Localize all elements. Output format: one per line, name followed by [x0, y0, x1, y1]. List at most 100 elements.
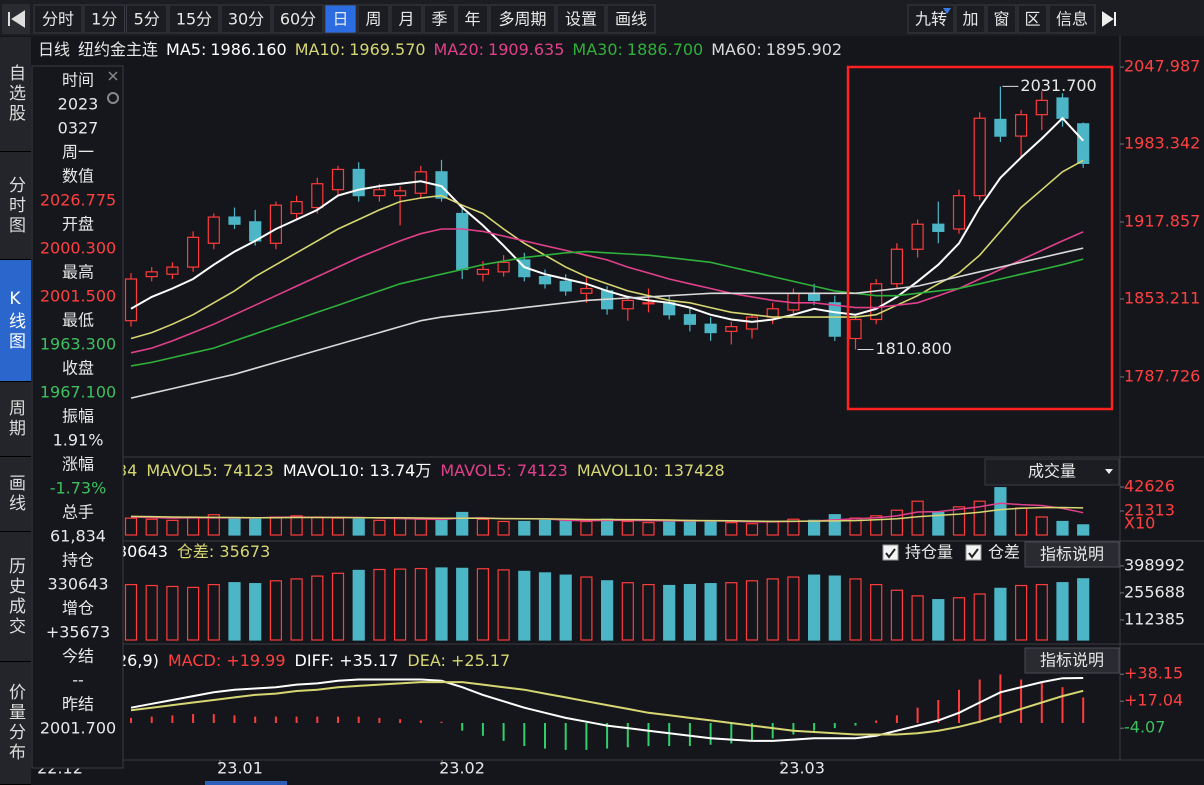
- checkbox[interactable]: 持仓量: [882, 543, 953, 562]
- close-icon: [108, 71, 118, 81]
- checkbox[interactable]: 仓差: [965, 543, 1020, 562]
- info-value: 330643: [47, 575, 108, 594]
- toolbar-button[interactable]: 分时: [33, 4, 83, 34]
- toolbar-button[interactable]: 区: [1017, 4, 1048, 34]
- y-tick-label: 1983.342: [1124, 134, 1200, 153]
- header-segment: 26,9): [117, 651, 159, 670]
- button-label: 60分: [280, 10, 316, 29]
- bar: [435, 519, 448, 536]
- bar: [580, 576, 593, 641]
- info-label: 涨幅: [62, 455, 94, 474]
- button-label: 加: [962, 10, 978, 29]
- bar: [580, 520, 593, 536]
- sidebar-tab[interactable]: 价量分布: [0, 662, 31, 785]
- sidebar-tab[interactable]: K线图: [0, 260, 31, 382]
- header-segment: MA5:: [166, 40, 206, 59]
- button-label: 多周期: [498, 10, 546, 29]
- bar: [1056, 520, 1069, 536]
- bar: [497, 569, 510, 641]
- candle-body: [1014, 114, 1028, 137]
- bar: [394, 568, 407, 641]
- toolbar-button[interactable]: 信息: [1048, 4, 1096, 34]
- bar: [725, 582, 738, 641]
- bar: [1035, 516, 1048, 536]
- candle-body: [621, 299, 634, 310]
- indicator-line: [130, 228, 1084, 354]
- candle-body: [166, 266, 179, 275]
- candle-body: [973, 117, 986, 197]
- exit-button[interactable]: [1102, 11, 1116, 27]
- info-value: 1967.100: [40, 383, 116, 402]
- bar: [331, 517, 345, 536]
- sidebar-tab[interactable]: 画线: [0, 457, 31, 532]
- indicator-line: [130, 247, 1084, 399]
- toolbar-button[interactable]: 设置: [556, 4, 606, 34]
- bar: [414, 518, 427, 536]
- candle-body: [538, 276, 552, 285]
- button-label: 信息: [1056, 10, 1088, 29]
- toolbar-button[interactable]: 窗: [986, 4, 1017, 34]
- toolbar-button[interactable]: 九转: [907, 4, 955, 34]
- candle-body: [124, 278, 138, 322]
- bar: [1035, 583, 1048, 641]
- header-segment: MA10:: [295, 40, 346, 59]
- info-label: 数值: [62, 167, 94, 186]
- indicator-help-button[interactable]: 指标说明: [1024, 541, 1120, 568]
- indicator-help-button[interactable]: 指标说明: [1024, 647, 1120, 674]
- toolbar-button[interactable]: 30分: [220, 4, 272, 34]
- button-label: 30分: [228, 10, 264, 29]
- toolbar-button[interactable]: 画线: [606, 4, 656, 34]
- back-button[interactable]: [2, 4, 30, 34]
- candle-body: [373, 189, 386, 197]
- annotation: 2031.700: [1020, 76, 1096, 95]
- button-bg: [357, 4, 390, 34]
- bar: [497, 520, 510, 536]
- toolbar-button[interactable]: 年: [456, 4, 489, 34]
- bar: [331, 572, 345, 641]
- bar: [600, 580, 614, 641]
- candle-body: [497, 261, 510, 273]
- toolbar-button[interactable]: 60分: [272, 4, 324, 34]
- info-panel: [31, 65, 124, 769]
- checkmark: [968, 548, 979, 559]
- sidebar-tab[interactable]: 分时图: [0, 152, 31, 260]
- toolbar-button[interactable]: 1分: [83, 4, 125, 34]
- marker: [943, 8, 951, 14]
- y-tick-label: 1787.726: [1124, 366, 1200, 385]
- scroll-indicator: [205, 781, 287, 785]
- bar: [973, 593, 986, 641]
- toolbar-button[interactable]: 多周期: [489, 4, 556, 34]
- y-tick-label: 1853.211: [1124, 288, 1200, 307]
- sidebar-tab[interactable]: 周期: [0, 382, 31, 457]
- button-label: 周: [365, 10, 381, 29]
- button-bg: [1048, 4, 1096, 34]
- toolbar-button[interactable]: 月: [390, 4, 423, 34]
- bar: [476, 568, 489, 641]
- bar: [870, 583, 883, 641]
- checkbox-label: 仓差: [988, 543, 1020, 562]
- toolbar-button[interactable]: 季: [423, 4, 456, 34]
- candle-body: [870, 283, 883, 321]
- toolbar-button[interactable]: 日: [324, 4, 357, 34]
- sidebar-tab[interactable]: 自选股: [0, 37, 31, 152]
- bar: [870, 515, 883, 536]
- info-value: 2023: [58, 95, 99, 114]
- candle-body: [1056, 97, 1069, 119]
- toolbar-button[interactable]: 加: [955, 4, 986, 34]
- indicator-dropdown[interactable]: 成交量: [984, 458, 1120, 486]
- bar: [207, 514, 220, 536]
- sidebar-tab[interactable]: 历史成交: [0, 532, 31, 662]
- candle-body: [683, 314, 697, 325]
- candle-body: [932, 223, 945, 232]
- dropdown-bg: [984, 458, 1120, 486]
- bar: [1077, 524, 1090, 536]
- bar: [952, 597, 966, 641]
- toolbar-button[interactable]: 周: [357, 4, 390, 34]
- indicator-line: [130, 677, 1084, 742]
- bar: [145, 518, 158, 536]
- toolbar-button[interactable]: 15分: [168, 4, 220, 34]
- button-bg: [33, 4, 83, 34]
- bar: [828, 514, 841, 536]
- bar: [311, 575, 324, 641]
- toolbar-button[interactable]: 5分: [126, 4, 168, 34]
